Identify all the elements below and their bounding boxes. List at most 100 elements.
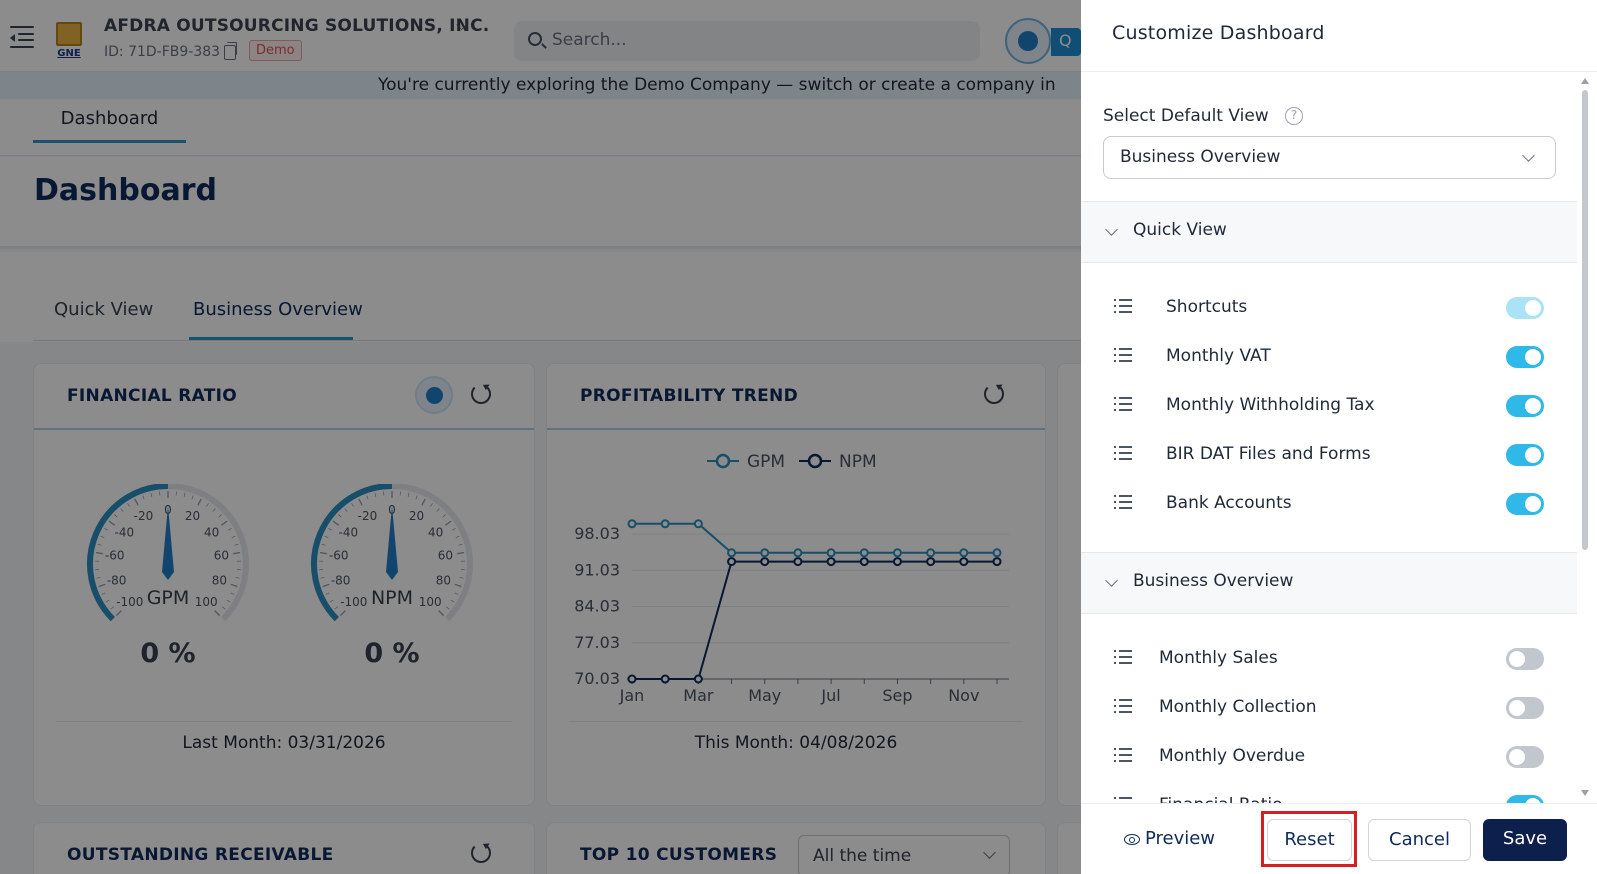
legend-marker <box>715 453 731 469</box>
section-business-overview[interactable]: Business Overview <box>1081 552 1577 614</box>
tab-quick-view[interactable]: Quick View <box>54 299 154 320</box>
preview-button[interactable]: Preview <box>1144 828 1216 849</box>
widget-toggle[interactable] <box>1506 444 1544 466</box>
widget-label: BIR DAT Files and Forms <box>1166 444 1371 464</box>
company-name[interactable]: AFDRA OUTSOURCING SOLUTIONS, INC. <box>104 16 490 36</box>
x-tick-label: Nov <box>948 686 979 705</box>
series-line-npm <box>632 560 997 680</box>
gauge-tick-label: -60 <box>329 549 349 563</box>
refresh-icon[interactable] <box>471 384 491 404</box>
cancel-button[interactable]: Cancel <box>1368 819 1471 861</box>
search-input[interactable]: Search... <box>514 21 980 61</box>
gauge-tick <box>114 514 118 518</box>
data-point <box>826 557 836 567</box>
widget-toggle[interactable] <box>1506 297 1544 319</box>
gauge-tick <box>444 520 452 526</box>
widget-toggle[interactable] <box>1506 346 1544 368</box>
widget-toggle[interactable] <box>1506 395 1544 417</box>
data-point <box>627 674 637 684</box>
menu-collapse-icon[interactable] <box>10 26 36 48</box>
save-button[interactable]: Save <box>1483 819 1567 861</box>
gauge-value: 0 % <box>140 638 195 669</box>
drag-handle-icon[interactable] <box>1114 348 1132 363</box>
y-tick-label: 98.03 <box>574 524 620 543</box>
top-customers-card: TOP 10 CUSTOMERS All the time <box>546 822 1046 874</box>
gauge-tick-label: 100 <box>419 595 442 609</box>
gauge-tick <box>338 514 342 518</box>
tab-dashboard[interactable]: Dashboard <box>33 99 186 143</box>
gauge-tick <box>191 495 194 500</box>
financial-ratio-card: FINANCIAL RATIO -100-80-60-40-2002040608… <box>33 363 535 806</box>
widget-toggle[interactable] <box>1506 795 1544 803</box>
x-tick-label: Jan <box>619 686 645 705</box>
gauge-tick <box>221 606 226 610</box>
gauge-tick <box>454 583 462 588</box>
gauge-tick <box>324 535 329 538</box>
widget-label: Monthly Overdue <box>1159 746 1306 766</box>
drag-handle-icon[interactable] <box>1114 397 1132 412</box>
gauge-tick <box>438 610 445 617</box>
widget-toggle[interactable] <box>1506 493 1544 515</box>
copy-icon[interactable] <box>224 42 237 60</box>
widget-toggle[interactable] <box>1506 746 1544 768</box>
help-icon[interactable]: ? <box>1285 107 1303 125</box>
data-point <box>926 548 936 558</box>
gauge-tick-label: 60 <box>438 549 453 563</box>
card-title: OUTSTANDING RECEIVABLE <box>67 845 334 865</box>
refresh-icon[interactable] <box>471 843 491 863</box>
gauge-tick <box>407 492 410 497</box>
drag-handle-icon[interactable] <box>1114 446 1132 461</box>
demo-banner-text: You're currently exploring the Demo Comp… <box>378 75 1056 95</box>
x-tick-label: Sep <box>882 686 912 705</box>
drag-handle-icon[interactable] <box>1114 797 1132 803</box>
tab-business-overview[interactable]: Business Overview <box>193 299 363 320</box>
section-quick-view[interactable]: Quick View <box>1081 201 1577 263</box>
modal-overlay[interactable] <box>0 0 1081 874</box>
widget-label: Monthly Sales <box>1159 648 1278 668</box>
section-label: Business Overview <box>1133 571 1294 591</box>
data-point <box>660 519 670 529</box>
gauge-tick <box>366 495 369 500</box>
widget-toggle[interactable] <box>1506 697 1544 719</box>
x-tick-label: May <box>748 686 781 705</box>
refresh-icon[interactable] <box>984 384 1004 404</box>
gauge-fill <box>87 484 169 622</box>
widget-label: Financial Ratio <box>1159 795 1283 803</box>
gauge-fill <box>311 484 393 622</box>
gauge-tick <box>458 543 463 546</box>
gauge-tick <box>230 592 235 595</box>
gauge-tick <box>322 583 330 588</box>
gauge-tick <box>351 503 354 507</box>
gauge-tick <box>339 610 346 617</box>
series-line-gpm <box>632 522 997 554</box>
drag-handle-icon[interactable] <box>1114 650 1132 665</box>
ai-assistant-icon[interactable] <box>1005 18 1051 64</box>
gauge-tick <box>329 599 334 603</box>
drag-handle-icon[interactable] <box>1114 495 1132 510</box>
gauge-tick <box>108 520 116 526</box>
gauge-name: NPM <box>371 587 413 609</box>
drag-handle-icon[interactable] <box>1114 748 1132 763</box>
drag-handle-icon[interactable] <box>1114 699 1132 714</box>
ai-insight-icon[interactable] <box>415 376 453 414</box>
legend-label: NPM <box>839 452 877 472</box>
ai-assistant-button[interactable]: Q <box>1051 28 1081 56</box>
widget-toggle[interactable] <box>1506 648 1544 670</box>
chevron-down-icon <box>1105 574 1118 587</box>
gauge-tick <box>334 606 339 610</box>
drag-handle-icon[interactable] <box>1114 299 1132 314</box>
gauge-tick <box>104 527 108 531</box>
chevron-down-icon[interactable]: ⌵ <box>456 16 468 34</box>
reset-button[interactable]: Reset <box>1267 819 1352 861</box>
period-filter[interactable]: All the time <box>798 835 1010 874</box>
data-point <box>627 519 637 529</box>
gauge-tick-label: -20 <box>358 509 378 523</box>
widget-row: Monthly Collection <box>1081 685 1577 733</box>
gauge-tick <box>127 503 130 507</box>
default-view-select[interactable]: Business Overview <box>1103 136 1556 179</box>
drawer-scrollbar[interactable] <box>1580 78 1590 796</box>
customize-dashboard-drawer: Customize Dashboard Select Default View … <box>1081 0 1597 874</box>
card-title: TOP 10 CUSTOMERS <box>580 845 778 865</box>
gauge-tick <box>120 508 124 512</box>
widget-row: Financial Ratio <box>1081 783 1577 803</box>
